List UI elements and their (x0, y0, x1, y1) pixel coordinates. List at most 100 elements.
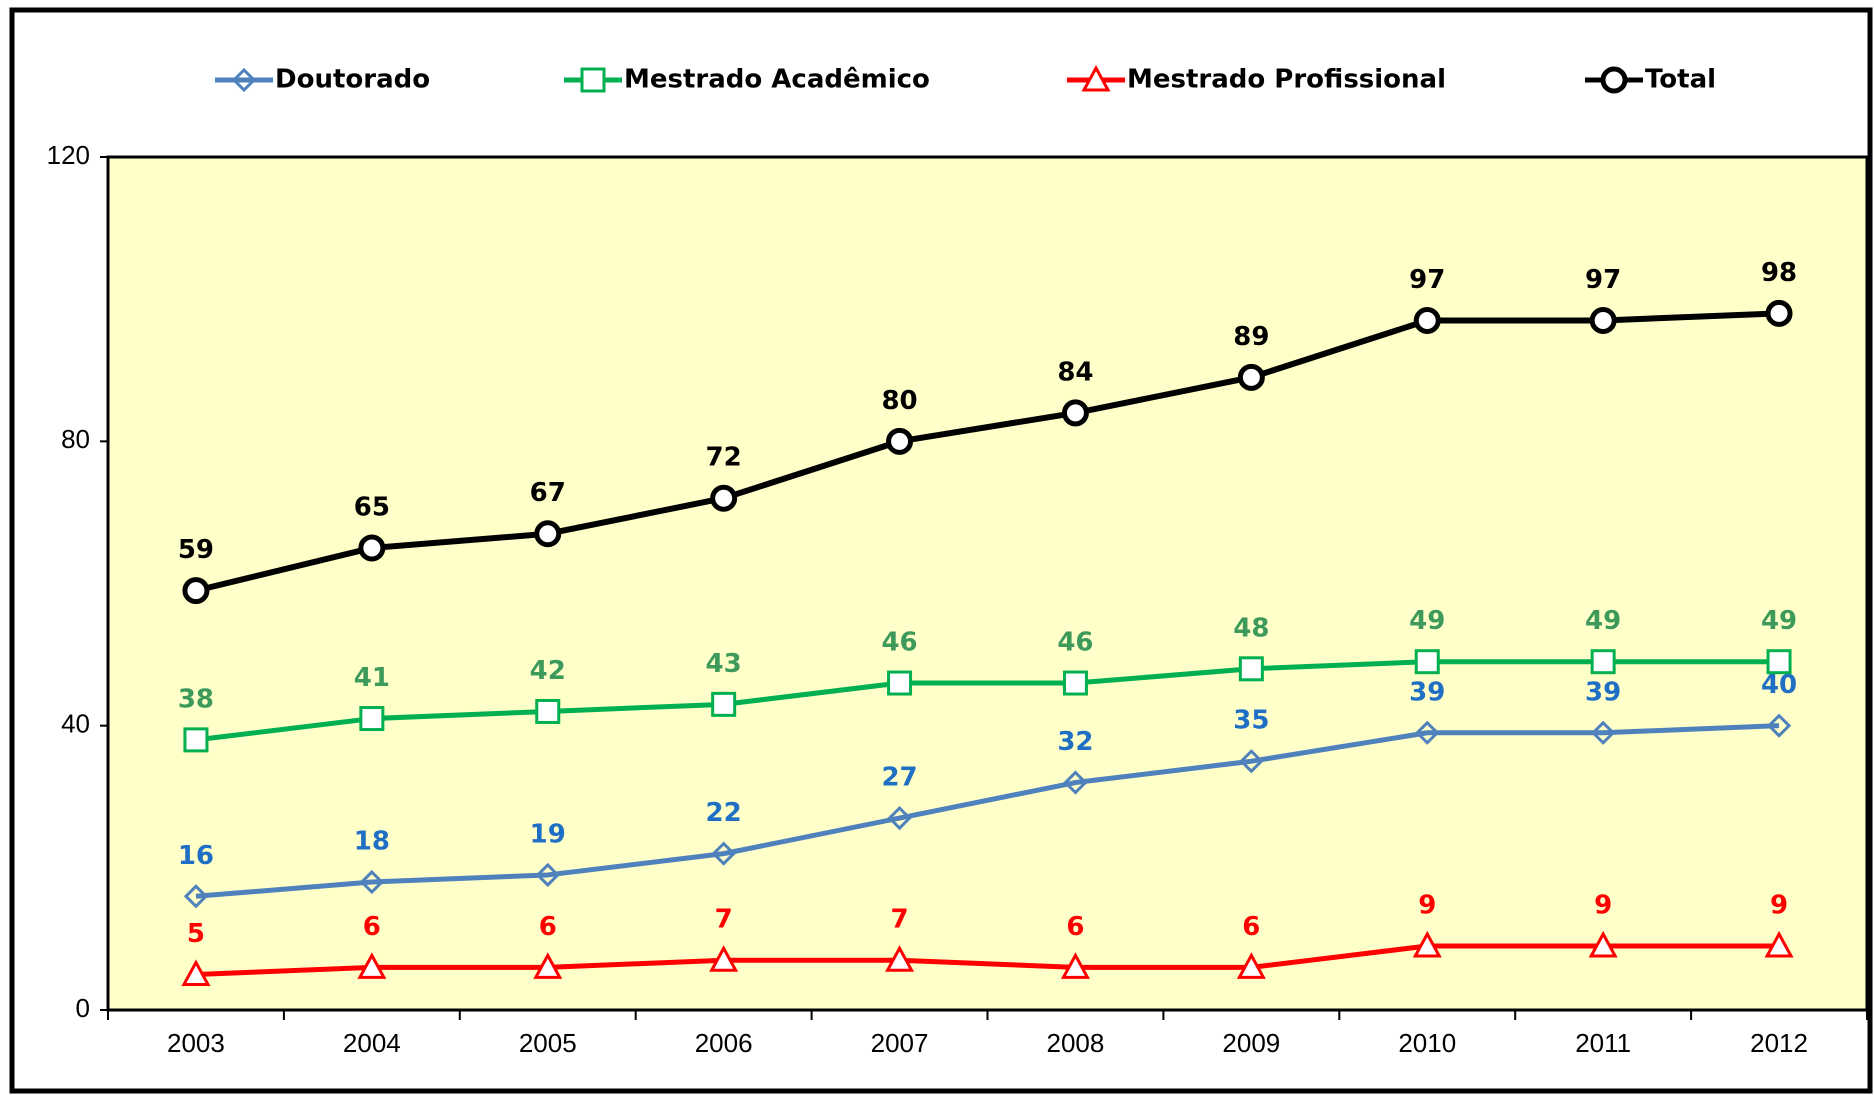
marker (711, 841, 736, 866)
marker (1061, 399, 1089, 427)
marker (533, 952, 563, 979)
data-label: 40 (1761, 670, 1797, 700)
marker (534, 520, 562, 548)
marker (1063, 770, 1088, 795)
marker (709, 945, 739, 972)
data-label: 48 (1233, 613, 1269, 643)
data-label: 97 (1409, 265, 1445, 295)
legend-label: Doutorado (275, 65, 430, 95)
data-label: 18 (354, 827, 390, 857)
series-line (195, 310, 1780, 594)
y-tick-label: 40 (61, 709, 90, 739)
marker (1600, 66, 1628, 94)
plot-area (106, 155, 1869, 1012)
data-label: 9 (1418, 891, 1436, 921)
data-label: 7 (715, 905, 733, 935)
marker (1239, 749, 1264, 774)
y-tick-label: 0 (76, 993, 90, 1023)
legend-label: Mestrado Profissional (1127, 65, 1446, 95)
data-label: 7 (891, 905, 909, 935)
marker (886, 427, 914, 455)
marker (885, 945, 915, 972)
marker (359, 869, 384, 895)
data-label: 5 (187, 919, 205, 949)
marker (887, 670, 913, 696)
data-label: 19 (530, 819, 566, 849)
marker (1237, 363, 1265, 391)
series: 5 6 6 7 7 6 6 9 9 9 (181, 891, 1794, 986)
marker (1238, 656, 1264, 682)
marker (1590, 649, 1616, 675)
marker (182, 577, 210, 605)
marker (1412, 930, 1442, 958)
marker (1415, 720, 1440, 745)
data-label: 6 (363, 912, 381, 942)
data-label: 41 (354, 663, 390, 693)
marker (1764, 930, 1794, 958)
data-label: 16 (178, 841, 214, 871)
data-label: 9 (1770, 891, 1788, 921)
marker (1766, 649, 1792, 675)
series: 38 41 42 43 46 46 48 49 49 49 (178, 606, 1797, 753)
x-tick-label: 2011 (1575, 1028, 1631, 1058)
marker (535, 698, 561, 724)
legend-label: Mestrado Acadêmico (624, 65, 930, 95)
x-tick-label: 2012 (1750, 1028, 1808, 1058)
data-label: 46 (881, 628, 917, 658)
data-label: 49 (1761, 606, 1797, 636)
marker (710, 484, 738, 512)
data-label: 89 (1233, 322, 1269, 352)
data-label: 22 (706, 798, 742, 828)
series: 16 18 19 22 27 32 35 39 39 40 (178, 670, 1797, 909)
x-tick-label: 2010 (1398, 1028, 1456, 1058)
data-label: 6 (1066, 912, 1084, 942)
data-label: 80 (881, 386, 917, 416)
marker (1588, 930, 1618, 958)
marker (358, 534, 386, 562)
x-tick-label: 2006 (695, 1028, 753, 1058)
x-tick-label: 2005 (519, 1028, 577, 1058)
marker (1060, 952, 1090, 979)
y-tick-label: 120 (47, 140, 90, 170)
marker (231, 67, 257, 93)
data-label: 42 (530, 656, 566, 686)
marker (580, 67, 606, 93)
data-label: 6 (1242, 912, 1260, 942)
data-label: 59 (178, 535, 214, 565)
marker (1236, 952, 1266, 979)
data-label: 72 (706, 443, 742, 473)
data-label: 43 (706, 649, 742, 679)
marker (887, 805, 912, 831)
marker (359, 706, 385, 732)
series-line (195, 659, 1780, 743)
x-tick-label: 2008 (1047, 1028, 1105, 1058)
data-label: 98 (1761, 258, 1797, 288)
marker (711, 691, 737, 717)
series-line (195, 943, 1780, 977)
marker (1062, 670, 1088, 696)
marker (1589, 306, 1617, 334)
marker (183, 727, 209, 753)
data-label: 49 (1409, 606, 1445, 636)
data-label: 39 (1585, 677, 1621, 707)
series-line (195, 723, 1780, 899)
data-label: 32 (1057, 727, 1093, 757)
data-label: 65 (354, 492, 390, 522)
marker (535, 862, 560, 888)
marker (1765, 299, 1793, 327)
marker (1766, 713, 1792, 738)
marker (183, 884, 209, 909)
marker (357, 952, 387, 979)
data-label: 49 (1585, 606, 1621, 636)
data-label: 84 (1057, 357, 1093, 387)
marker (1081, 64, 1111, 92)
series: 59 65 67 72 80 84 89 97 97 98 (178, 258, 1797, 605)
x-tick-label: 2007 (871, 1028, 929, 1058)
y-tick-label: 80 (61, 424, 90, 454)
data-label: 27 (881, 763, 917, 793)
legend-label: Total (1645, 65, 1716, 95)
data-label: 67 (530, 478, 566, 508)
data-label: 6 (539, 912, 557, 942)
marker (1413, 306, 1441, 334)
